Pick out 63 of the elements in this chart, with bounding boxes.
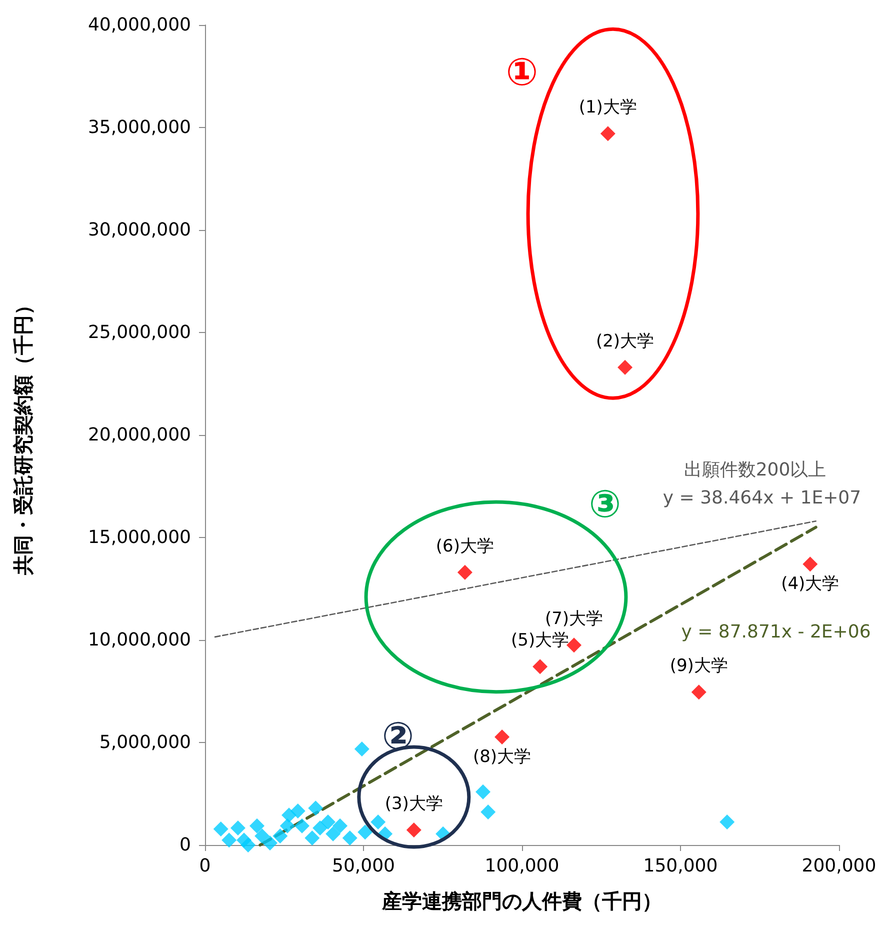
y-tick-label: 35,000,000 <box>88 117 191 138</box>
point <box>326 826 341 842</box>
point <box>457 564 472 580</box>
y-tick-label: 30,000,000 <box>88 220 191 240</box>
annotation: (6)大学 <box>436 536 494 556</box>
point <box>249 818 264 834</box>
point <box>272 828 288 844</box>
y-tick-label: 25,000,000 <box>88 322 191 343</box>
point <box>320 814 336 830</box>
point <box>600 126 616 142</box>
y-tick-label: 0 <box>180 834 191 856</box>
y-tick-label: 10,000,000 <box>88 630 191 650</box>
point <box>254 828 270 844</box>
point <box>222 832 237 848</box>
point <box>802 556 818 572</box>
point <box>240 838 256 852</box>
point <box>282 808 297 823</box>
point <box>618 360 633 375</box>
point <box>720 814 735 830</box>
point <box>230 820 246 836</box>
x-tick-label: 0 <box>199 856 211 876</box>
annotation: (9)大学 <box>670 656 728 676</box>
point <box>476 784 491 800</box>
point <box>691 684 706 700</box>
point <box>294 818 310 834</box>
annotation: 出願件数200以上 <box>684 460 826 480</box>
y-tick-label: 20,000,000 <box>88 424 191 446</box>
y-tick-label: 5,000,000 <box>99 732 191 753</box>
x-tick-label: 150,000 <box>643 856 718 876</box>
annotation: y = 38.464x + 1E+07 <box>662 488 862 508</box>
point <box>354 742 370 757</box>
y-tick-label: 15,000,000 <box>88 527 191 548</box>
point <box>280 818 295 834</box>
annotation: ① <box>506 50 538 94</box>
point <box>532 659 548 674</box>
point <box>213 822 228 837</box>
annotation: (5)大学 <box>511 630 570 651</box>
annotation: (7)大学 <box>544 609 604 630</box>
y-axis-title: 共同・受託研究契約額（千円） <box>11 295 35 576</box>
x-tick-label: 100,000 <box>484 856 560 876</box>
point <box>312 820 328 836</box>
annotation: (4)大学 <box>781 574 840 594</box>
annotation: (3)大学 <box>384 794 443 814</box>
point <box>304 830 320 846</box>
x-tick-label: 50,000 <box>332 856 395 876</box>
annotation: ③ <box>588 482 622 526</box>
annotation: y = 87.871x - 2E+06 <box>681 622 871 642</box>
point <box>332 818 348 834</box>
point <box>290 803 306 818</box>
x-tick-label: 200,000 <box>802 856 876 876</box>
point <box>358 824 373 840</box>
point <box>494 729 510 744</box>
annotation: (1)大学 <box>578 98 637 118</box>
point <box>342 830 358 846</box>
point <box>262 835 278 850</box>
x-axis-title: 産学連携部門の人件費（千円） <box>381 889 662 913</box>
annotation: (2)大学 <box>596 331 654 352</box>
annotation: (8)大学 <box>472 746 532 767</box>
point <box>370 814 386 830</box>
y-tick-label: 40,000,000 <box>88 14 191 36</box>
point <box>480 804 496 820</box>
point <box>406 822 422 838</box>
point <box>308 800 324 816</box>
